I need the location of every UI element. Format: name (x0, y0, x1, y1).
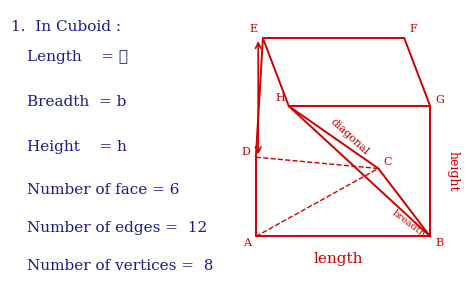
Text: G: G (436, 95, 445, 105)
Text: height: height (447, 151, 460, 192)
Text: Number of vertices =  8: Number of vertices = 8 (27, 259, 214, 273)
Text: Length    = ℓ: Length = ℓ (27, 49, 128, 63)
Text: F: F (409, 24, 417, 34)
Text: D: D (242, 147, 251, 157)
Text: Height    = h: Height = h (27, 140, 127, 154)
Text: Number of face = 6: Number of face = 6 (27, 183, 180, 197)
Text: breadth: breadth (391, 208, 427, 239)
Text: E: E (250, 24, 258, 34)
Text: A: A (243, 238, 251, 248)
Text: Breadth  = b: Breadth = b (27, 95, 127, 109)
Text: Number of edges =  12: Number of edges = 12 (27, 221, 208, 235)
Text: C: C (383, 157, 392, 167)
Text: length: length (314, 252, 363, 266)
Text: diagonal: diagonal (329, 117, 371, 157)
Text: 1.  In Cuboid :: 1. In Cuboid : (11, 20, 121, 34)
Text: B: B (435, 238, 443, 248)
Text: H: H (276, 93, 285, 103)
